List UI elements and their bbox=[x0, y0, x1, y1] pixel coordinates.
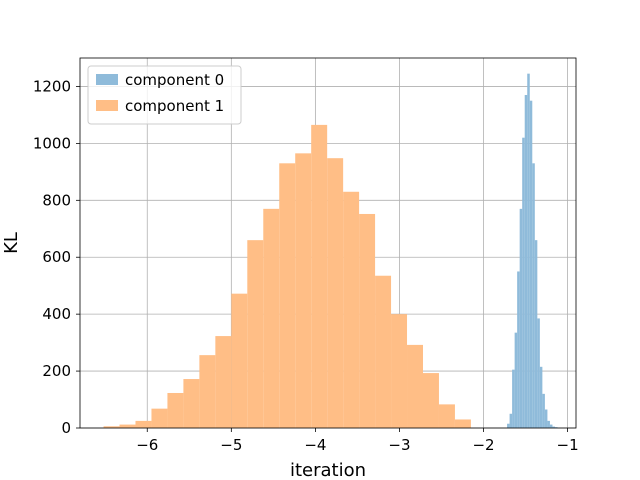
histogram-bar bbox=[522, 137, 525, 428]
y-tick-label: 800 bbox=[42, 191, 71, 209]
histogram-bar bbox=[529, 100, 533, 428]
y-tick-label: 200 bbox=[42, 362, 71, 380]
x-tick-label: −5 bbox=[220, 436, 242, 454]
histogram-bar bbox=[509, 413, 513, 428]
histogram-bar bbox=[454, 419, 471, 428]
histogram-bar bbox=[359, 213, 376, 428]
y-tick-label: 600 bbox=[42, 248, 71, 266]
histogram-bar bbox=[327, 158, 344, 428]
histogram-bar bbox=[135, 420, 152, 428]
histogram-bar bbox=[311, 124, 328, 428]
histogram-bar bbox=[438, 404, 455, 428]
histogram-bar bbox=[199, 355, 216, 428]
histogram-bar bbox=[279, 163, 296, 429]
y-tick-label: 400 bbox=[42, 305, 71, 323]
histogram-bar bbox=[544, 409, 548, 428]
histogram-bar bbox=[554, 427, 558, 428]
histogram-bar bbox=[547, 420, 550, 428]
x-axis-label: iteration bbox=[290, 460, 366, 480]
histogram-bar bbox=[514, 332, 518, 428]
x-tick-label: −6 bbox=[136, 436, 158, 454]
histogram-bar bbox=[527, 73, 530, 429]
legend-swatch bbox=[96, 100, 118, 111]
histogram-bar bbox=[519, 208, 523, 428]
histogram-bar bbox=[183, 379, 200, 428]
x-tick-label: −2 bbox=[472, 436, 494, 454]
histogram-bar bbox=[151, 408, 168, 428]
legend-swatch bbox=[96, 74, 118, 85]
histogram-bar bbox=[524, 95, 528, 428]
histogram-bar bbox=[167, 392, 184, 428]
x-tick-label: −1 bbox=[557, 436, 579, 454]
histogram-bar bbox=[539, 366, 543, 428]
histogram-bar bbox=[537, 318, 540, 428]
legend-box bbox=[87, 65, 242, 125]
histogram-bar bbox=[103, 426, 120, 428]
y-tick-label: 1200 bbox=[33, 77, 71, 95]
histogram-bar bbox=[517, 271, 520, 428]
legend: component 0 component 1 bbox=[87, 65, 242, 125]
histogram-bar bbox=[549, 424, 553, 428]
histogram-bar bbox=[391, 314, 408, 428]
histogram-bar bbox=[215, 336, 232, 428]
y-axis-label: KL bbox=[1, 232, 22, 254]
histogram-bar bbox=[295, 153, 312, 428]
histogram-bar bbox=[375, 275, 392, 428]
histogram-bar bbox=[542, 393, 545, 428]
bars bbox=[103, 73, 558, 429]
y-tick-label: 0 bbox=[61, 419, 71, 437]
histogram-bar bbox=[422, 373, 439, 428]
legend-label: component 0 bbox=[125, 71, 224, 89]
histogram-bar bbox=[507, 423, 510, 428]
histogram-bar bbox=[534, 240, 538, 428]
y-tick-label: 1000 bbox=[33, 134, 71, 152]
histogram-bar bbox=[247, 240, 264, 428]
legend-label: component 1 bbox=[125, 97, 224, 115]
x-tick-label: −3 bbox=[388, 436, 410, 454]
histogram-bar bbox=[263, 208, 280, 428]
axis-ticks: −6 −5 −4 −3 −2 −1 0 200 400 600 800 1000 1200 bbox=[33, 77, 579, 454]
histogram-bar bbox=[119, 424, 136, 428]
histogram-bar bbox=[231, 293, 248, 428]
plot-frame bbox=[79, 57, 577, 429]
histogram-bar bbox=[532, 163, 535, 429]
histogram-bar bbox=[552, 426, 555, 428]
histogram-bar bbox=[407, 344, 423, 428]
x-tick-label: −4 bbox=[304, 436, 326, 454]
histogram-bar bbox=[512, 369, 515, 428]
histogram-bar bbox=[343, 191, 360, 428]
